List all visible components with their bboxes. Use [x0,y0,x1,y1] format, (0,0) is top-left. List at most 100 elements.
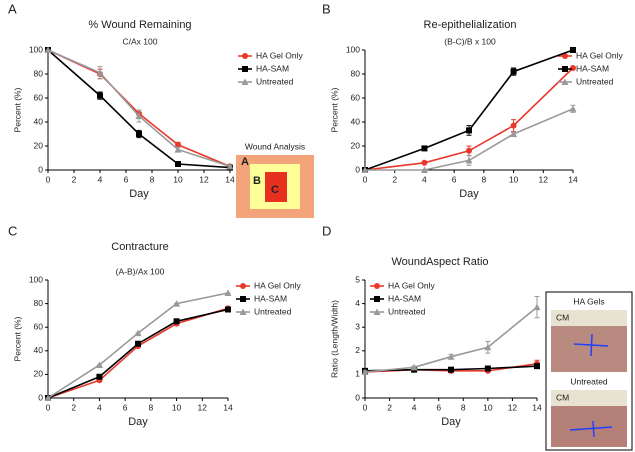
x-tick-label: 6 [436,402,441,412]
legend-marker [561,78,569,85]
x-tick-label: 10 [172,402,182,412]
x-tick-label: 2 [71,402,76,412]
x-tick-label: 12 [198,402,208,412]
data-point [226,162,234,170]
data-point [95,361,103,368]
photo-label: Untreated [570,376,608,386]
chart-subtitle: (A-B)/Ax 100 [116,266,165,276]
legend-label: HA-SAM [256,63,289,73]
x-tick-label: 8 [150,174,155,184]
legend-label: Untreated [388,306,426,316]
data-point [510,130,518,137]
measure-line [590,333,593,357]
y-tick-label: 2 [355,345,360,355]
x-axis-label: Day [441,416,461,428]
y-tick-label: 60 [34,92,44,102]
wound-area-c [265,172,287,202]
data-point [466,147,472,154]
data-point [465,156,473,164]
panel-label: C [8,223,17,238]
data-point [361,166,369,173]
y-tick-label: 80 [34,298,44,308]
data-point [44,394,52,401]
y-axis-label: Percent (%) [12,87,22,132]
x-tick-label: 12 [539,174,549,184]
x-tick-label: 0 [363,402,368,412]
y-tick-label: 100 [29,274,43,284]
label-c: C [271,184,279,196]
legend-label: Untreated [256,76,294,86]
x-tick-label: 6 [124,174,129,184]
data-point [175,161,181,167]
x-tick-label: 6 [452,174,457,184]
data-point [484,343,492,351]
data-point [448,366,454,373]
chart-title: % Wound Remaining [88,19,191,31]
y-tick-label: 4 [355,298,360,308]
data-point [569,105,577,112]
x-tick-label: 4 [98,174,103,184]
data-point [135,340,141,347]
legend-marker [242,53,248,59]
legend-marker [240,283,246,289]
legend-marker [240,296,246,302]
y-tick-label: 0 [38,392,43,402]
legend-label: HA-SAM [576,63,609,73]
photo-panel: HA Gels CM Untreated CM [545,291,633,451]
data-point [410,363,418,371]
legend-marker [242,66,248,72]
data-point [135,112,143,119]
panel-label: A [8,1,17,16]
y-tick-label: 0 [38,164,43,174]
x-tick-label: 8 [481,174,486,184]
y-tick-label: 100 [29,44,43,54]
chart-subtitle: (B-C)/B x 100 [444,36,496,46]
data-point [173,300,181,307]
y-axis-label: Ratio (Length/Width) [329,300,339,378]
x-tick-label: 14 [223,402,233,412]
y-tick-label: 80 [351,68,361,78]
label-b: B [253,175,261,187]
data-point [361,368,369,376]
x-tick-label: 12 [199,174,209,184]
legend-label: HA Gel Only [388,280,436,290]
x-axis-label: Day [129,188,149,200]
data-point [134,329,142,337]
x-tick-label: 8 [148,402,153,412]
x-axis-label: Day [459,188,479,200]
ruler-label: CM [556,392,569,402]
x-tick-label: 2 [72,174,77,184]
x-tick-label: 10 [483,402,493,412]
data-point [421,145,428,152]
legend-marker [562,53,568,59]
chart-subtitle: C/Ax 100 [123,36,158,46]
chart-title: Contracture [111,241,168,253]
measure-line [592,420,595,438]
data-point [173,318,180,325]
y-tick-label: 3 [355,321,360,331]
data-point [96,373,103,380]
data-point [174,146,182,153]
x-tick-label: 4 [422,174,427,184]
y-tick-label: 20 [34,369,44,379]
x-tick-label: 14 [532,402,542,412]
ruler [551,390,627,406]
data-point [136,131,142,137]
data-point [510,68,517,75]
x-tick-label: 4 [97,402,102,412]
data-point [466,127,472,134]
series-line [47,49,231,168]
data-point [447,353,455,360]
data-point [225,306,231,313]
y-tick-label: 100 [346,44,360,54]
y-tick-label: 60 [34,321,44,331]
y-axis-label: Percent (%) [329,87,339,132]
legend-marker [239,308,247,315]
data-point [175,141,181,148]
ruler-label: CM [556,312,569,322]
photo-label: HA Gels [573,296,604,306]
ruler [551,310,627,326]
series-line [47,307,229,399]
legend-label: HA-SAM [388,293,421,303]
